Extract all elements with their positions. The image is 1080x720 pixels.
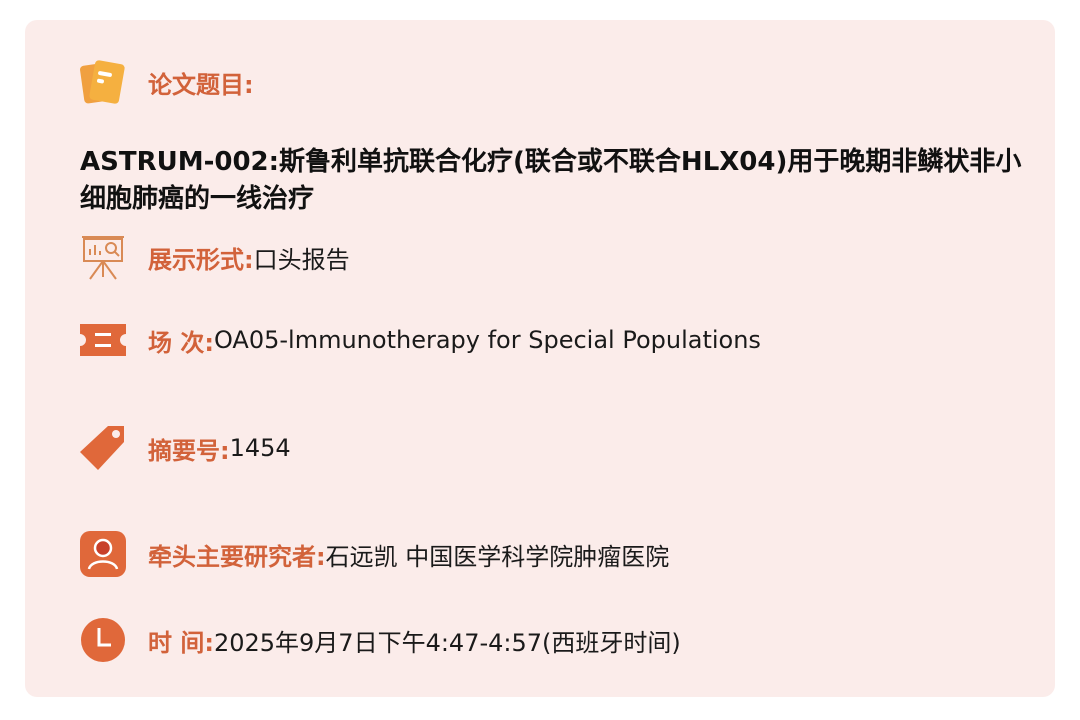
abstract-row: 摘要号: 1454 (80, 424, 291, 472)
user-icon (80, 531, 126, 577)
abstract-value: 1454 (229, 434, 291, 462)
format-row: 展示形式: 口头报告 (80, 233, 350, 281)
session-row: 场 次: OA05-lmmunotherapy for Special Popu… (80, 316, 761, 364)
session-value: OA05-lmmunotherapy for Special Populatio… (213, 326, 761, 354)
paper-title-row: 论文题目: (80, 58, 254, 106)
format-value: 口头报告 (253, 245, 350, 274)
info-card: 论文题目: ASTRUM-002:斯鲁利单抗联合化疗(联合或不联合HLX04)用… (25, 20, 1055, 697)
investigator-value: 石远凯 中国医学科学院肿瘤医院 (325, 542, 670, 571)
presentation-board-icon (80, 234, 126, 280)
investigator-row: 牵头主要研究者: 石远凯 中国医学科学院肿瘤医院 (80, 530, 669, 578)
time-value: 2025年9月7日下午4:47-4:57(西班牙时间) (213, 628, 681, 657)
session-label: 场 次: (148, 328, 214, 357)
time-row: 时 间: 2025年9月7日下午4:47-4:57(西班牙时间) (80, 616, 681, 664)
ticket-icon (80, 317, 126, 363)
paper-title-text: ASTRUM-002:斯鲁利单抗联合化疗(联合或不联合HLX04)用于晚期非鳞状… (80, 147, 1022, 214)
paper-title-label: 论文题目: (148, 70, 254, 99)
tag-icon (80, 425, 126, 471)
investigator-label: 牵头主要研究者: (148, 542, 326, 571)
time-label: 时 间: (148, 628, 214, 657)
clock-icon (80, 617, 126, 663)
document-icon (80, 59, 126, 105)
format-label: 展示形式: (148, 245, 254, 274)
abstract-label: 摘要号: (148, 436, 230, 465)
